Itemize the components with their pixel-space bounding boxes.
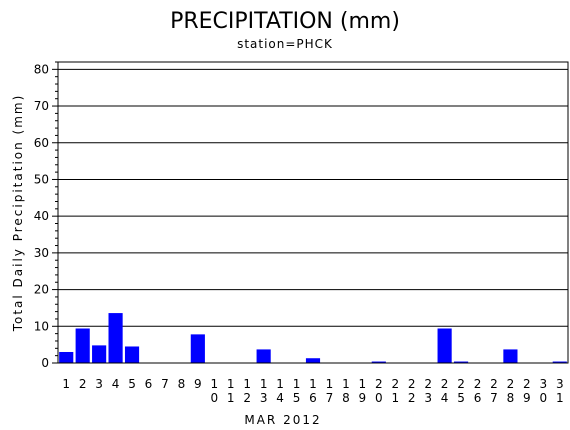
y-tick-label: 70 (34, 99, 49, 113)
bar-day-9 (190, 334, 205, 363)
y-tick-label: 20 (34, 283, 49, 297)
bar-day-5 (124, 346, 140, 363)
bar-day-16 (305, 358, 321, 363)
x-tick-label: 5 (128, 377, 136, 391)
chart-subtitle: station=PHCK (237, 37, 333, 51)
bar-day-13 (256, 349, 271, 363)
y-tick-label: 30 (34, 246, 49, 260)
x-tick-label: 9 (194, 377, 202, 391)
x-tick-label: 2 (79, 377, 87, 391)
plot-frame (57, 61, 569, 364)
chart-title: PRECIPITATION (mm) (170, 9, 400, 34)
bar-day-4 (108, 313, 123, 363)
bar-day-25 (453, 361, 469, 363)
bar-day-1 (59, 351, 74, 363)
y-tick-label: 80 (34, 62, 49, 76)
y-tick-label: 50 (34, 172, 49, 186)
x-axis-ticks: 1 2 3 4 5 6 7 8 9 1 01 11 21 31 41 51 61 71 81 92 02 12 22 32 42… (62, 377, 563, 405)
y-tick-label: 0 (41, 356, 49, 370)
bar-day-28 (503, 349, 518, 363)
y-axis-ticks: 0 10 20 30 40 50 60 70 80 (34, 61, 58, 370)
y-axis-label: Total Daily Precipitation (mm) (11, 94, 25, 333)
grid-lines (58, 68, 568, 327)
bar-day-31 (552, 361, 567, 363)
x-axis-label: MAR 2012 (244, 413, 321, 427)
bar-day-24 (437, 328, 452, 363)
x-tick-label: 4 (112, 377, 120, 391)
y-tick-label: 60 (34, 136, 49, 150)
x-tick-label: 6 (145, 377, 153, 391)
bar-day-20 (371, 361, 386, 363)
y-tick-label: 10 (34, 319, 49, 333)
bars (59, 313, 567, 363)
x-tick-label: 7 (161, 377, 169, 391)
bar-day-3 (92, 345, 107, 363)
x-tick-label: 1 (62, 377, 70, 391)
y-tick-label: 40 (34, 209, 49, 223)
x-tick-label: 3 (95, 377, 103, 391)
x-tick-label: 8 (178, 377, 186, 391)
bar-day-2 (75, 328, 90, 363)
